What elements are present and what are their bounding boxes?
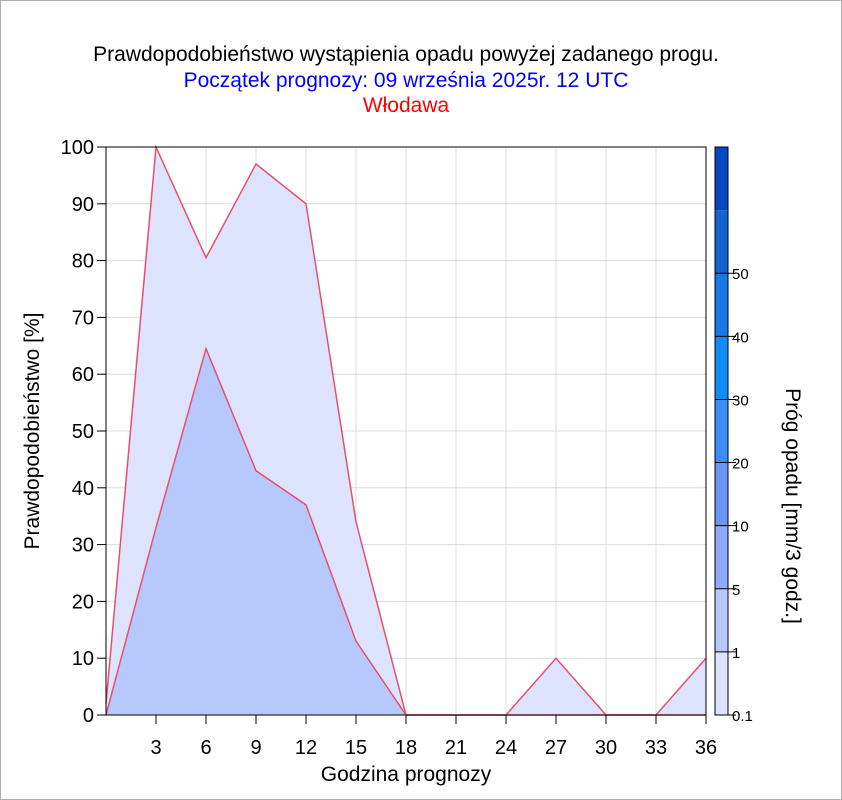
x-tick-label: 21: [445, 737, 467, 759]
colorbar-segment: [715, 273, 728, 337]
colorbar-segment: [715, 147, 728, 211]
y-tick-label: 90: [72, 194, 94, 216]
colorbar: 0.1 1 5 10 20 30 40 50: [714, 146, 753, 725]
colorbar-tick-label: 20: [732, 456, 749, 473]
y-tick-label: 80: [72, 251, 94, 273]
colorbar-tick-label: 30: [732, 392, 749, 409]
chart-title: Prawdopodobieństwo wystąpienia opadu pow…: [93, 43, 719, 66]
x-tick-label: 9: [250, 737, 261, 759]
y-tick-label: 0: [83, 705, 94, 727]
colorbar-tick-label: 50: [732, 266, 749, 283]
x-tick-label: 27: [545, 737, 567, 759]
x-tick-label: 18: [395, 737, 417, 759]
x-tick-label: 36: [695, 737, 717, 759]
colorbar-segment: [715, 210, 728, 274]
colorbar-segment: [715, 525, 728, 589]
colorbar-label: Próg opadu [mm/3 godz.]: [781, 388, 804, 624]
colorbar-segment: [715, 588, 728, 652]
x-tick-label: 33: [645, 737, 667, 759]
colorbar-tick-label: 1: [732, 645, 740, 662]
y-tick-label: 60: [72, 364, 94, 386]
colorbar-tick-label: 40: [732, 329, 749, 346]
x-tick-label: 30: [595, 737, 617, 759]
colorbar-tick-label: 10: [732, 519, 749, 536]
colorbar-segment: [715, 399, 728, 463]
chart-subtitle: Początek prognozy: 09 września 2025r. 12…: [183, 69, 629, 92]
colorbar-segment: [715, 462, 728, 526]
y-tick-label: 50: [72, 421, 94, 443]
y-tick-label: 40: [72, 478, 94, 500]
x-tick-label: 6: [200, 737, 211, 759]
colorbar-segment: [715, 336, 728, 400]
y-tick-label: 70: [72, 307, 94, 329]
y-tick-label: 20: [72, 591, 94, 613]
y-axis-label: Prawdopodobieństwo [%]: [21, 313, 44, 550]
y-tick-label: 30: [72, 535, 94, 557]
x-axis-label: Godzina prognozy: [321, 763, 492, 786]
colorbar-tick-label: 0.1: [732, 708, 753, 725]
x-tick-label: 24: [495, 737, 517, 759]
colorbar-segment: [715, 651, 728, 715]
y-tick-label: 100: [61, 137, 94, 159]
x-tick-label: 15: [345, 737, 367, 759]
y-tick-label: 10: [72, 648, 94, 670]
colorbar-tick-label: 5: [732, 582, 740, 599]
x-tick-label: 3: [150, 737, 161, 759]
x-tick-label: 12: [295, 737, 317, 759]
chart-location: Włodawa: [362, 94, 450, 117]
area-threshold-1: [106, 348, 706, 715]
